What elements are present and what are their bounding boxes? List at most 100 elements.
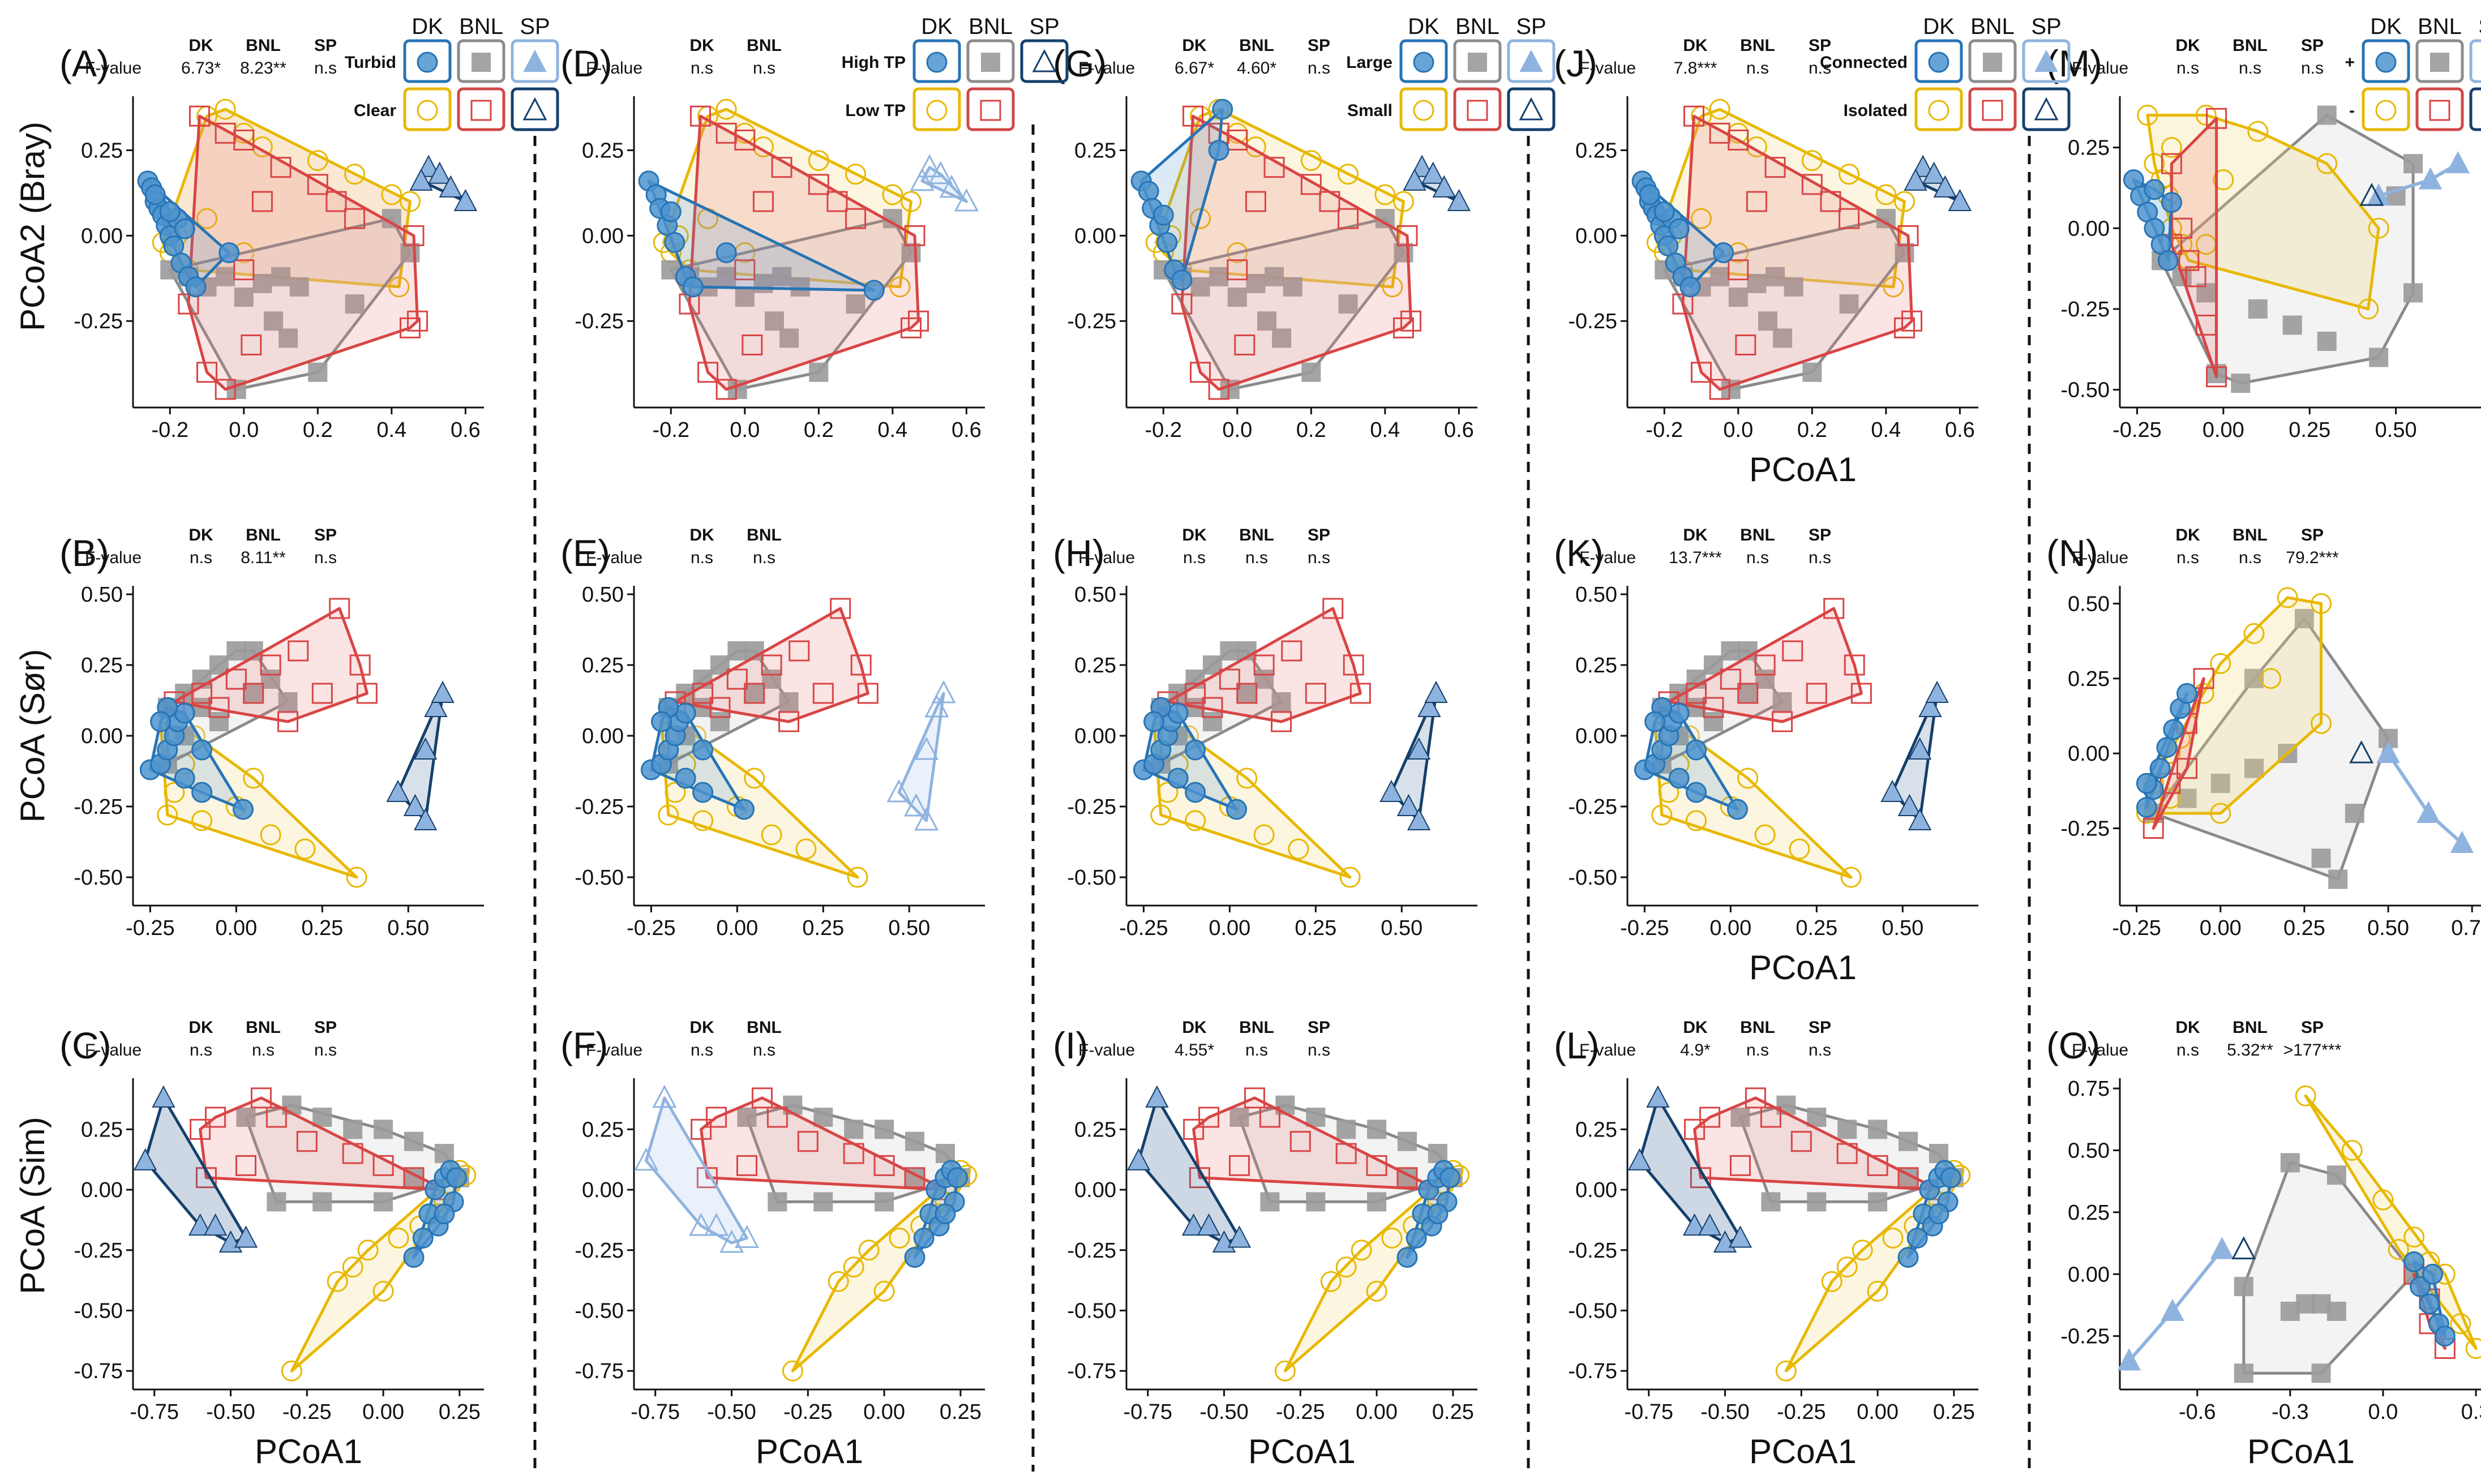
grey-point [1257,311,1276,331]
y-tick-label: -0.25 [575,1239,624,1263]
legend-row-label: High TP [842,53,906,72]
grey-point [267,1192,286,1212]
axes: -0.25 0.00 0.25 0.50 0.75 -0.25 0.00 0.25 0.50 [2060,586,2481,940]
legend-key-box [457,87,505,131]
x-tick-label: -0.25 [783,1400,833,1424]
grey-point [2282,315,2302,335]
x-tick-label: 0.6 [451,418,481,442]
legend-key-box [511,87,559,131]
stat-value-dk: 13.7*** [1669,548,1722,567]
legend-bnl-filled-square-icon [2430,53,2449,72]
grey-point [312,1108,332,1127]
red-point [1683,105,1704,127]
stat-value-dk: n.s [691,59,713,78]
grey-point [1367,1120,1387,1139]
dk-point [1639,184,1660,205]
stat-header-dk: DK [188,1018,213,1037]
stat-header-sp: SP [1308,1018,1330,1037]
x-tick-label: -0.75 [130,1400,179,1424]
red-point [1281,640,1302,662]
y-tick-label: -0.25 [575,795,624,819]
dk-point [946,1167,968,1189]
sp-point [634,1147,659,1171]
dk-hull [1139,108,1224,282]
red-point [1171,293,1193,315]
grey-point [875,1192,894,1212]
red-hull-group [2143,668,2214,839]
red-point [1400,310,1422,332]
x-tick-label: 0.4 [877,418,907,442]
sp-line-group [2376,741,2474,853]
legend-bnl-filled-square-icon [472,53,491,72]
y-tick-label: 0.25 [582,654,624,677]
stat-header-sp: SP [314,1018,337,1037]
legend-dk-filled-circle-icon [1413,52,1434,73]
stat-value-dk: n.s [1183,548,1206,567]
grey-point [813,1192,833,1212]
red-point [1746,191,1767,212]
red-point [215,379,236,400]
y-tick-label: 0.25 [81,1118,123,1142]
red-point [1236,683,1258,704]
red-point [1263,157,1285,178]
grey-point [1394,243,1413,263]
yellow-point [1382,276,1403,298]
red-point [830,598,851,619]
yellow-point [157,804,178,826]
f-value-label: F-value [586,548,642,567]
legend-key-box [1453,39,1502,83]
x-tick-label: 0.0 [1723,418,1753,442]
sp-point [1908,737,1932,760]
red-point [904,1167,925,1189]
red-point [260,654,281,676]
red-point [178,293,199,315]
red-point [1245,191,1266,212]
grey-point [434,1144,454,1164]
stat-value-bnl: n.s [753,1041,775,1060]
legend-bnl-filled-square-icon [981,53,1000,72]
x-tick-label: 0.4 [376,418,406,442]
red-hull-group [1658,598,1872,732]
axes: -0.75 -0.50 -0.25 0.00 0.25 -0.75 -0.50 -0.25 0.… [1568,1078,1978,1470]
sp-hull-group [1403,155,1471,212]
red-point [1745,1087,1766,1109]
y-tick-label: 0.00 [81,724,123,748]
grey-point [1761,1192,1781,1212]
dk-hull-group [1130,98,1233,291]
y-tick-label: 0.75 [2068,1077,2110,1101]
dk-point [1668,767,1690,789]
sp-hull-group [634,1084,759,1253]
grey-point [2248,299,2268,319]
legend-sp-open-triangle-icon [522,97,547,121]
x-tick-label: 0.25 [2289,418,2330,442]
legend-header-dk: DK [2370,14,2402,39]
stat-header-sp: SP [2301,1018,2324,1037]
y-tick-label: 0.25 [582,1118,624,1142]
y-tick-label: 0.00 [1074,724,1116,748]
yellow-point [882,184,903,205]
sp-point [734,1225,759,1248]
red-point [235,1155,256,1176]
stat-header-sp: SP [314,526,337,544]
red-point [1699,1106,1721,1128]
y-tick-label: 0.25 [1575,139,1617,163]
red-point [1253,654,1275,676]
column-separators [533,125,2031,1472]
grey-point [935,1144,955,1164]
grey-point [2234,1363,2253,1383]
dk-point [1167,702,1189,724]
grey-point [2234,1277,2253,1297]
yellow-point [2213,169,2234,191]
stat-value-sp: n.s [1308,1041,1330,1060]
dk-point [218,242,240,264]
grey-hull-group [236,1095,469,1212]
sp-point [2161,1298,2184,1321]
sp-point [133,1148,157,1170]
legend-row-label: Connected [1820,53,1908,72]
sp-point [1948,188,1972,212]
stat-header-dk: DK [1683,1018,1708,1037]
yellow-point [900,191,922,212]
stat-header-dk: DK [1683,36,1708,55]
red-point [1234,334,1256,355]
